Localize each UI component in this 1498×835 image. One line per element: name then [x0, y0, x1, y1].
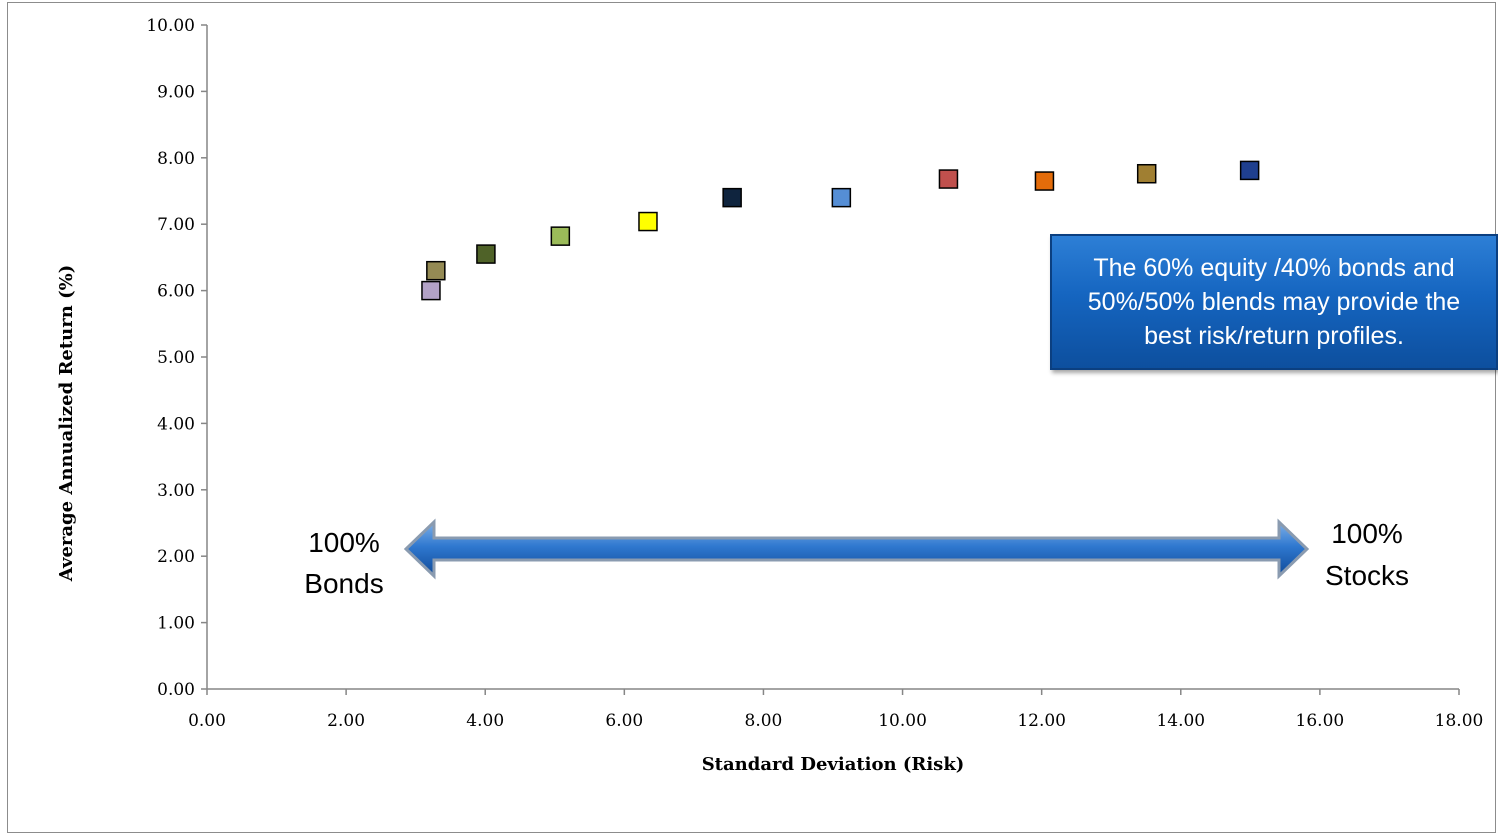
data-point — [938, 169, 959, 189]
y-tick-label: 7.00 — [157, 215, 195, 235]
data-points — [421, 160, 1260, 301]
y-tick-label: 8.00 — [157, 149, 195, 169]
right-label-line1: 100% — [1331, 518, 1403, 549]
chart-area — [7, 2, 1496, 833]
callout-text: The 60% equity /40% bonds and 50%/50% bl… — [1087, 254, 1461, 350]
y-axis-ticks: 0.00 1.00 2.00 3.00 4.00 5.00 6.00 7.00 8.00 9.00… — [146, 16, 207, 700]
data-point — [550, 226, 571, 246]
x-tick-label: 6.00 — [605, 711, 643, 731]
data-point — [1034, 171, 1055, 191]
x-axis-title: Standard Deviation (Risk) — [702, 754, 965, 775]
data-point — [1136, 163, 1157, 184]
y-tick-label: 5.00 — [157, 348, 195, 368]
y-tick-label: 4.00 — [157, 414, 195, 434]
y-tick-label: 1.00 — [157, 614, 195, 634]
x-tick-label: 0.00 — [188, 711, 226, 731]
y-tick-label: 9.00 — [157, 82, 195, 102]
callout-box: The 60% equity /40% bonds and 50%/50% bl… — [1050, 234, 1498, 370]
y-tick-label: 3.00 — [157, 481, 195, 501]
data-point — [421, 280, 441, 301]
left-label-line1: 100% — [308, 527, 380, 558]
x-axis-ticks: 0.00 2.00 4.00 6.00 8.00 10.00 12.00 14.00 16.00… — [188, 689, 1483, 731]
y-tick-label: 6.00 — [157, 282, 195, 302]
x-tick-label: 2.00 — [327, 711, 365, 731]
data-point — [831, 187, 852, 208]
data-point — [476, 244, 496, 264]
right-label-line2: Stocks — [1325, 560, 1409, 591]
y-tick-label: 0.00 — [157, 680, 195, 700]
x-tick-label: 18.00 — [1435, 711, 1484, 731]
x-tick-label: 10.00 — [878, 711, 927, 731]
double-arrow-icon — [403, 518, 1310, 580]
data-point — [426, 260, 446, 281]
data-point — [722, 187, 742, 208]
left-label-line2: Bonds — [304, 568, 383, 599]
x-tick-label: 8.00 — [745, 711, 783, 731]
x-tick-label: 12.00 — [1017, 711, 1066, 731]
y-tick-label: 2.00 — [157, 547, 195, 567]
y-axis-title: Average Annualized Return (%) — [56, 265, 77, 582]
x-tick-label: 14.00 — [1156, 711, 1205, 731]
x-tick-label: 16.00 — [1296, 711, 1345, 731]
data-point — [1239, 160, 1260, 181]
data-point — [638, 211, 658, 232]
risk-arrow — [403, 518, 1310, 580]
x-tick-label: 4.00 — [466, 711, 504, 731]
y-tick-label: 10.00 — [146, 16, 195, 36]
